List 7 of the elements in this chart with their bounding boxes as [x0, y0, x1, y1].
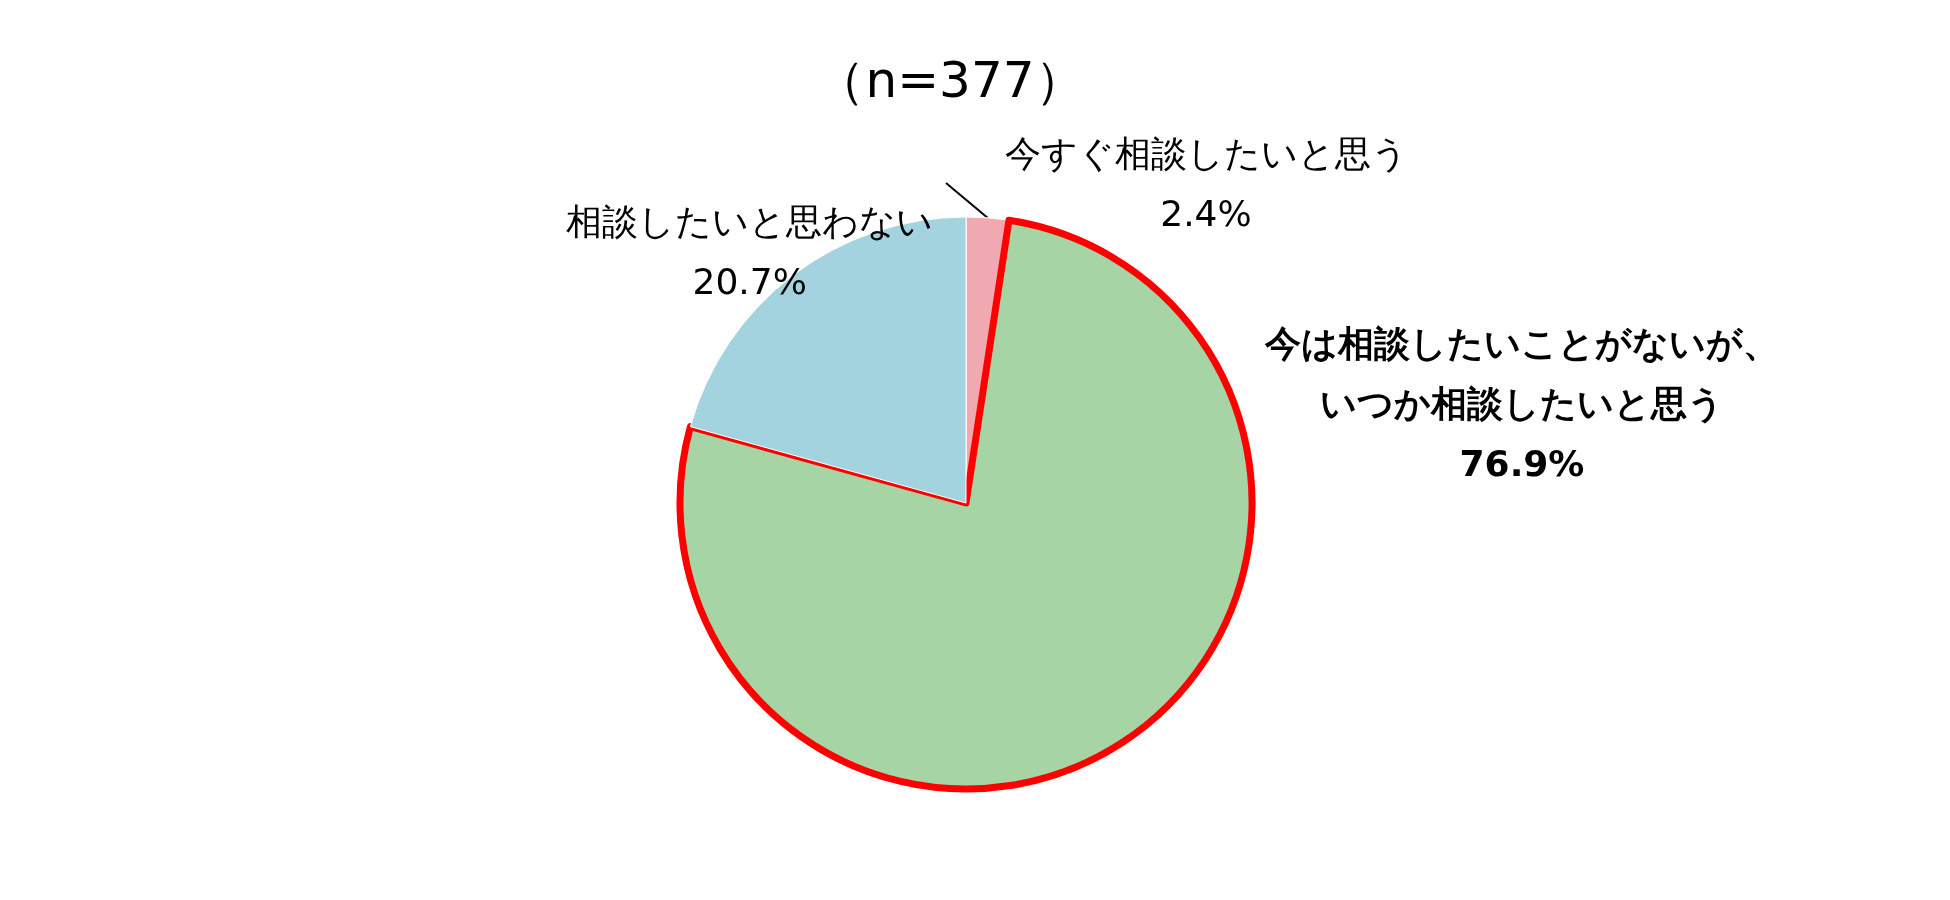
slice-label: 今すぐ相談したいと思う: [1004, 132, 1408, 174]
data-label: 76.9%: [1459, 442, 1585, 484]
data-label: 2.4%: [1160, 192, 1252, 234]
slice-label: 相談したいと思わない: [566, 201, 934, 242]
data-label: 20.7%: [692, 261, 807, 302]
slice-label: 今は相談したいことがないが、いつか相談したいと思う: [1264, 322, 1779, 424]
chart-title: （n=377）: [815, 51, 1085, 109]
